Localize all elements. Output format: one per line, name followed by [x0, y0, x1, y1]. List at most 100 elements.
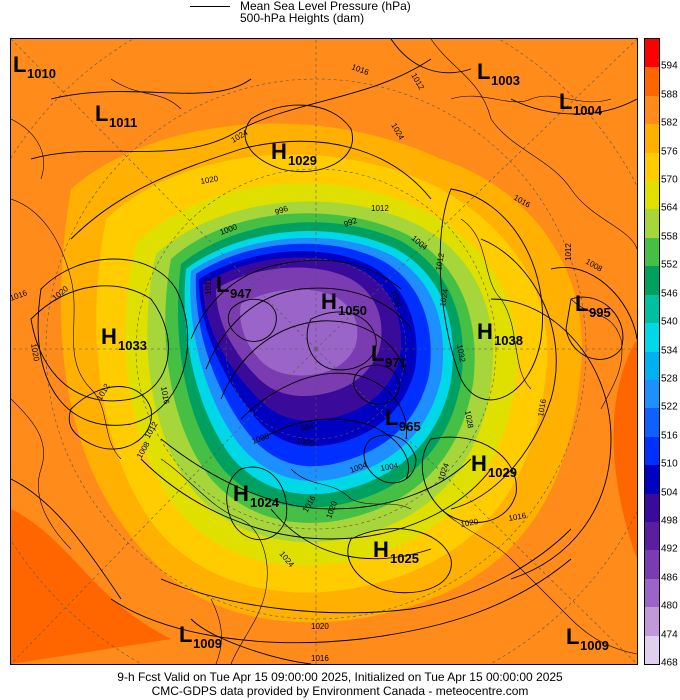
pressure-center-low: L 1004	[559, 89, 603, 118]
data-credit-text: CMC-GDPS data provided by Environment Ca…	[151, 684, 529, 698]
height-band-588-east	[613, 339, 637, 559]
center-value: 1038	[494, 333, 523, 348]
center-symbol: L	[559, 89, 572, 114]
center-symbol: H	[233, 481, 249, 506]
center-value: 1029	[288, 153, 317, 168]
colorbar-swatch	[645, 323, 659, 352]
colorbar-label: 486	[661, 572, 678, 584]
center-value: 1009	[193, 636, 222, 651]
colorbar-swatch	[645, 266, 659, 296]
center-value: 1009	[580, 638, 609, 653]
colorbar-swatch	[645, 95, 659, 125]
isobar-legend-line	[190, 6, 230, 7]
colorbar-swatch	[645, 67, 659, 97]
pressure-center-high: H 1033	[101, 324, 147, 353]
colorbar-label: 474	[661, 629, 678, 641]
center-value: 995	[589, 305, 611, 320]
isobar-label: 1016	[508, 511, 528, 523]
legend-mslp-label: Mean Sea Level Pressure (hPa)	[240, 0, 411, 13]
pressure-center-high: H 1029	[471, 451, 517, 480]
forecast-valid-text: 9-h Fcst Valid on Tue Apr 15 09:00:00 20…	[117, 670, 563, 684]
colorbar-label: 504	[661, 487, 678, 499]
isobar-label: 984	[300, 422, 315, 433]
colorbar-label: 570	[661, 174, 678, 186]
footer: 9-h Fcst Valid on Tue Apr 15 09:00:00 20…	[0, 670, 680, 698]
pressure-centers: L 1010 L 1011 H 1029 L 1003 L 1004 L 947…	[13, 52, 611, 653]
pressure-center-low: L 947	[216, 272, 252, 301]
pressure-center-low: L 971	[371, 341, 407, 370]
colorbar-swatch	[645, 493, 659, 523]
colorbar-label: 594	[661, 60, 678, 72]
center-symbol: L	[477, 59, 490, 84]
center-symbol: L	[95, 101, 108, 126]
colorbar-swatch	[645, 209, 659, 239]
colorbar-label: 558	[661, 231, 678, 243]
isobar-label: 1020	[29, 343, 41, 363]
isobar-label: 1016	[536, 398, 548, 418]
pressure-center-low: L 1010	[13, 52, 56, 81]
pressure-center-low: L 965	[385, 405, 421, 434]
colorbar-label: 540	[661, 316, 678, 328]
isobar-label: 996	[274, 204, 290, 217]
pressure-center-low: L 1011	[95, 101, 137, 130]
pressure-center-low: L 1009	[179, 622, 222, 651]
height-band-480	[240, 289, 358, 376]
pressure-center-high: H 1024	[233, 481, 280, 510]
pressure-center-high: H 1029	[271, 139, 317, 168]
colorbar-swatch	[645, 408, 659, 438]
pressure-center-high: H 1025	[373, 537, 419, 566]
isobar-label: 1016	[159, 386, 171, 406]
center-value: 1011	[109, 115, 137, 130]
colorbar-swatch	[645, 237, 659, 267]
center-symbol: H	[471, 451, 487, 476]
colorbar-label: 564	[661, 202, 678, 214]
isobar-label: 1032	[455, 344, 467, 364]
colorbar-swatch	[645, 379, 659, 409]
colorbar-swatch	[645, 39, 659, 68]
pressure-center-high: H 1050	[321, 289, 367, 318]
center-value: 965	[399, 419, 421, 434]
colorbar-label: 498	[661, 515, 678, 527]
colorbar-label: 534	[661, 345, 678, 356]
colorbar-label: 480	[661, 600, 678, 612]
pressure-center-high: H 1038	[477, 319, 523, 348]
center-symbol: L	[371, 341, 384, 366]
center-value: 1033	[118, 338, 147, 353]
isobar-label: 992	[343, 216, 359, 229]
isobar-label: 1000	[296, 436, 316, 448]
colorbar-swatch	[645, 635, 659, 665]
center-symbol: L	[13, 52, 26, 77]
colorbar-swatch	[645, 181, 659, 210]
colorbar-label: 528	[661, 373, 678, 385]
colorbar-label: 588	[661, 89, 678, 101]
colorbar-label: 576	[661, 146, 678, 158]
colorbar-swatch	[645, 124, 659, 154]
colorbar-swatch	[645, 607, 659, 637]
center-value: 971	[385, 355, 407, 370]
center-symbol: L	[566, 624, 579, 649]
colorbar-label: 546	[661, 288, 678, 300]
height-colorbar	[644, 38, 660, 665]
center-value: 1010	[27, 66, 56, 81]
colorbar-swatch	[645, 351, 659, 381]
pressure-center-low: L 995	[575, 291, 611, 320]
center-symbol: H	[271, 139, 287, 164]
pressure-center-low: L 1003	[477, 59, 520, 88]
colorbar-label: 522	[661, 401, 678, 413]
center-symbol: L	[179, 622, 192, 647]
colorbar-label: 468	[661, 657, 678, 669]
center-value: 1025	[390, 551, 419, 566]
colorbar-label: 492	[661, 543, 678, 555]
height-band-588	[11, 509, 171, 664]
center-symbol: H	[477, 319, 493, 344]
colorbar-swatch	[645, 294, 659, 324]
pressure-center-low: L 1009	[566, 624, 609, 653]
center-value: 947	[230, 286, 252, 301]
forecast-map: 1016 1012 1020 1024 1016 1020 1012 1016 …	[10, 38, 638, 665]
colorbar-label: 582	[661, 117, 678, 129]
center-value: 1050	[338, 303, 367, 318]
center-value: 1003	[491, 73, 520, 88]
center-symbol: H	[321, 289, 337, 314]
isobar-label: 1020	[311, 622, 329, 631]
isobar-label: 1012	[371, 204, 389, 213]
